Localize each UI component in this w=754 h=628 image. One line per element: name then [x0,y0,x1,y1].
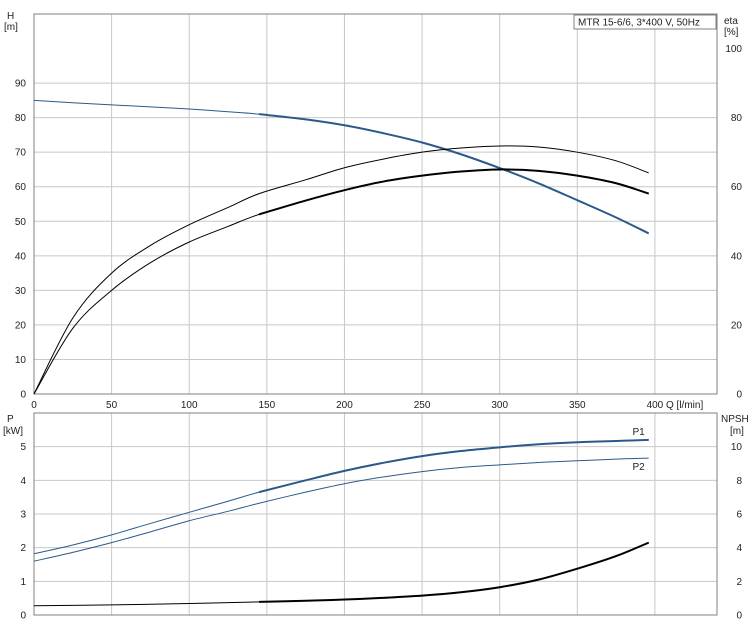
left-tick-label: 4 [20,476,26,487]
left-tick-label: 0 [20,390,26,401]
upper-right-axis-label-line2: [%] [724,27,739,38]
x-tick-label: 250 [414,400,431,411]
right-tick-label: 60 [731,182,743,193]
title-box [573,14,717,30]
left-tick-label: 50 [15,217,27,228]
curve-eta-lower-thin [33,168,649,395]
x-tick-label: 0 [31,400,37,411]
upper-left-axis-label-line2: [m] [4,22,18,33]
left-tick-label: 60 [15,182,27,193]
curve-eta-lower-operating [258,168,650,216]
lower-right-axis-label-line1: NPSH [721,414,749,425]
left-tick-label: 70 [15,148,27,159]
curve-P1-thin [33,439,649,555]
upper-grid [34,14,717,394]
right-tick-label: 0 [736,611,742,622]
x-tick-label: 150 [258,400,275,411]
curve-label-P2: P2 [632,462,645,473]
lower-right-axis-label-line2: [m] [730,426,744,437]
curve-eta-upper-thin [33,145,649,395]
lower-left-axis-label-line2: [kW] [3,426,23,437]
x-tick-label: 300 [491,400,508,411]
left-tick-label: 5 [20,442,26,453]
upper-left-axis-label-line1: H [7,11,14,22]
upper-right-axis-label-line1: eta [724,16,738,27]
curve-NPSH-operating [259,541,650,603]
lower-plot-frame [33,412,718,616]
lower-curves: P1 P2 [33,427,650,607]
x-tick-label: 200 [336,400,353,411]
left-tick-label: 3 [20,510,26,521]
x-tick-label: 400 [647,400,664,411]
right-tick-label: 6 [736,510,742,521]
right-tick-label: 8 [736,476,742,487]
left-tick-label: 10 [15,355,27,366]
curve-H-operating [258,113,650,235]
curve-label-P1: P1 [632,427,645,438]
left-tick-label: 1 [20,577,26,588]
x-axis-label: Q [l/min] [666,400,703,411]
x-tick-label: 50 [106,400,118,411]
right-tick-label: 100 [725,44,742,55]
right-tick-label: 10 [731,442,743,453]
lower-tick-labels: 0 1 2 3 4 5 0 2 4 6 8 10 [20,442,742,621]
curve-P1-operating [258,438,649,494]
upper-plot-frame [33,13,718,395]
right-tick-label: 0 [736,390,742,401]
left-tick-label: 80 [15,113,27,124]
left-tick-label: 0 [20,611,26,622]
lower-grid [34,413,717,615]
left-tick-label: 90 [15,79,27,90]
left-tick-label: 20 [15,320,27,331]
upper-curves [33,99,650,395]
x-tick-label: 100 [181,400,198,411]
left-tick-label: 40 [15,251,27,262]
curve-H-thin [33,99,649,234]
lower-left-axis-label-line1: P [7,414,14,425]
title-box-text: MTR 15-6/6, 3*400 V, 50Hz [578,18,700,29]
x-tick-label: 350 [569,400,586,411]
curve-P2-thin [33,457,649,562]
upper-tick-labels: 0 10 20 30 40 50 60 70 80 90 0 20 40 60 80 100 0 50 100 150… [15,44,743,411]
left-tick-label: 2 [20,543,26,554]
left-tick-label: 30 [15,286,27,297]
right-tick-label: 20 [731,320,743,331]
right-tick-label: 2 [736,577,742,588]
right-tick-label: 4 [736,543,742,554]
right-tick-label: 40 [731,251,743,262]
right-tick-label: 80 [731,113,743,124]
